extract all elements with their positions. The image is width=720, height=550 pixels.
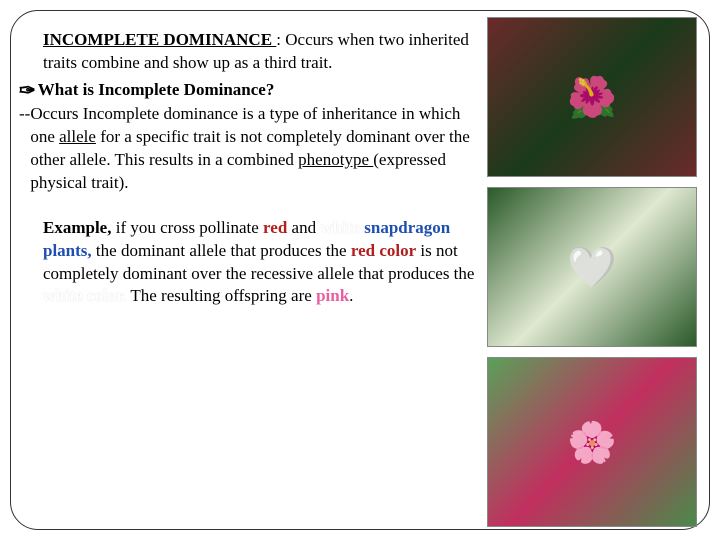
ex-t4: the dominant allele that produces the — [92, 241, 351, 260]
heading-title: INCOMPLETE DOMINANCE — [43, 30, 276, 49]
def-phenotype: phenotype — [298, 150, 373, 169]
question-row: ✑ What is Incomplete Dominance? — [19, 79, 479, 103]
image-pink-snapdragon: 🌸 — [487, 357, 697, 527]
ex-redcolor: red color — [351, 241, 416, 260]
dash-prefix: -- — [19, 103, 30, 195]
swirl-bullet-icon: ✑ — [19, 79, 36, 103]
question-text: What is Incomplete Dominance? — [38, 79, 275, 102]
ex-t7: . — [349, 286, 353, 305]
ex-white1: white — [320, 218, 360, 237]
example-lead: Example, — [43, 218, 111, 237]
ex-red: red — [263, 218, 287, 237]
image-red-snapdragon: 🌺 — [487, 17, 697, 177]
slide-frame: INCOMPLETE DOMINANCE : Occurs when two i… — [10, 10, 710, 530]
flower-icon: 🌺 — [488, 18, 696, 176]
ex-t6: The resulting offspring are — [126, 286, 316, 305]
flower-icon: 🤍 — [488, 188, 696, 346]
heading-paragraph: INCOMPLETE DOMINANCE : Occurs when two i… — [19, 29, 479, 75]
text-content: INCOMPLETE DOMINANCE : Occurs when two i… — [19, 29, 479, 308]
def-allele: allele — [59, 127, 96, 146]
image-white-snapdragon: 🤍 — [487, 187, 697, 347]
ex-white2: white color. — [43, 286, 126, 305]
ex-t1: if you cross pollinate — [111, 218, 263, 237]
ex-t2: and — [287, 218, 320, 237]
flower-icon: 🌸 — [488, 358, 696, 526]
example-paragraph: Example, if you cross pollinate red and … — [19, 217, 479, 309]
ex-pink: pink — [316, 286, 349, 305]
definition-row: -- Occurs Incomplete dominance is a type… — [19, 103, 479, 195]
definition-text: Occurs Incomplete dominance is a type of… — [30, 103, 479, 195]
